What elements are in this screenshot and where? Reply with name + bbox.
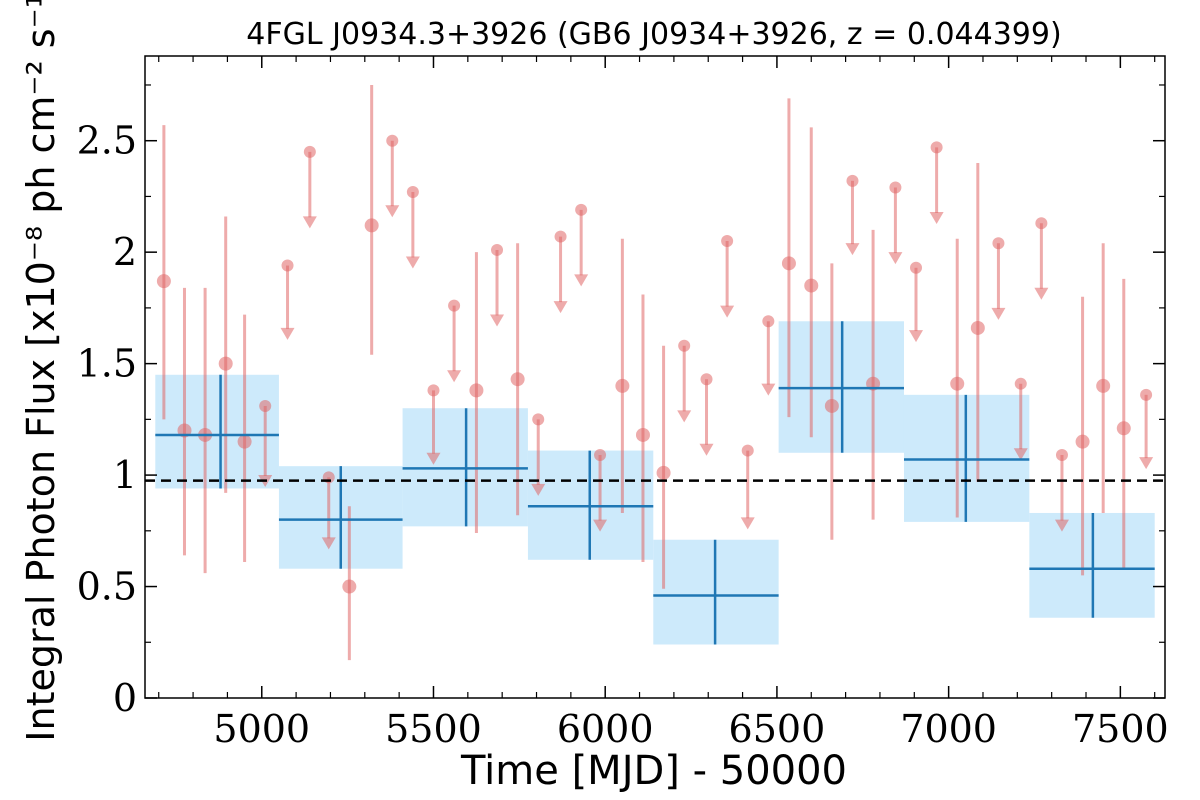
y-tick-label: 0.5 <box>77 565 137 609</box>
detection-point <box>510 372 525 387</box>
upper-limit-point <box>281 259 294 272</box>
upper-limit-point <box>427 384 440 397</box>
upper-limit-point <box>1035 217 1048 230</box>
y-tick-label: 0 <box>113 676 137 720</box>
upper-limit-point <box>1055 449 1068 462</box>
detection-point <box>970 320 985 335</box>
upper-limit-arrow <box>490 314 505 327</box>
upper-limit-arrow <box>302 216 317 229</box>
upper-limit-arrow <box>761 383 776 396</box>
upper-limit-point <box>700 373 713 386</box>
upper-limit-point <box>259 399 272 412</box>
x-tick-label: 6500 <box>729 707 826 751</box>
upper-limit-point <box>386 134 399 147</box>
upper-limit-point <box>721 235 734 248</box>
upper-limit-point <box>448 299 461 312</box>
x-axis-label: Time [MJD] - 50000 <box>460 748 847 794</box>
upper-limit-arrow <box>1013 448 1028 461</box>
plot-area <box>145 84 1165 661</box>
upper-limit-point <box>303 145 316 158</box>
upper-limit-arrow <box>991 307 1006 320</box>
detection-point <box>1096 378 1111 393</box>
x-tick-label: 7500 <box>1072 707 1169 751</box>
detection-point <box>1075 434 1090 449</box>
upper-limit-point <box>491 243 504 256</box>
upper-limit-point <box>1140 388 1153 401</box>
detection-point <box>804 278 819 293</box>
y-axis-label: Integral Photon Flux [x10⁻⁸ ph cm⁻² s⁻¹] <box>19 0 63 742</box>
detection-point <box>469 383 484 398</box>
detection-point <box>364 218 379 233</box>
upper-limit-arrow <box>1054 519 1069 532</box>
upper-limit-arrow <box>385 205 400 218</box>
upper-limit-arrow <box>740 517 755 530</box>
upper-limit-point <box>594 449 607 462</box>
upper-limit-arrow <box>280 327 295 340</box>
upper-limit-point <box>930 141 943 154</box>
detection-point <box>656 465 671 480</box>
upper-limit-arrow <box>845 243 860 256</box>
upper-limit-point <box>889 181 902 194</box>
detection-point <box>781 256 796 271</box>
detection-point <box>156 274 171 289</box>
y-tick-label: 1 <box>113 453 137 497</box>
upper-limit-point <box>762 315 775 328</box>
upper-limit-arrow <box>888 252 903 265</box>
upper-limit-arrow <box>447 370 462 383</box>
upper-limit-point <box>678 339 691 352</box>
detection-point <box>342 579 357 594</box>
upper-limit-arrow <box>321 537 336 550</box>
axes: 5000 5500 6000 6500 7000 7500 0 0.5 1 1.5 2 2.5 <box>77 55 1169 751</box>
upper-limit-point <box>1014 377 1027 390</box>
detection-point <box>615 378 630 393</box>
upper-limit-arrow <box>677 410 692 423</box>
y-tick-label: 2 <box>113 230 137 274</box>
upper-limit-point <box>741 444 754 457</box>
detection-point <box>218 356 233 371</box>
upper-limit-arrow <box>531 483 546 496</box>
upper-limit-point <box>910 261 923 274</box>
bin-band <box>155 374 279 489</box>
upper-limit-arrow <box>405 256 420 269</box>
upper-limit-arrow <box>929 211 944 224</box>
upper-limit-arrow <box>1034 287 1049 300</box>
upper-limit-arrow <box>593 519 608 532</box>
upper-limit-arrow <box>574 274 589 287</box>
upper-limit-arrow <box>553 301 568 314</box>
upper-limit-arrow <box>426 452 441 465</box>
upper-limit-point <box>575 203 588 216</box>
x-tick-label: 6000 <box>557 707 654 751</box>
detection-point <box>824 398 839 413</box>
upper-limit-arrow <box>909 330 924 343</box>
upper-limit-point <box>532 413 545 426</box>
upper-limit-arrow <box>720 305 735 318</box>
plot-frame <box>144 55 1166 699</box>
detection-point <box>635 427 650 442</box>
upper-limit-point <box>846 174 859 187</box>
upper-limit-point <box>406 185 419 198</box>
upper-limit-point <box>992 237 1005 250</box>
x-tick-label: 5500 <box>385 707 482 751</box>
detection-point <box>950 376 965 391</box>
y-tick-label: 2.5 <box>77 119 137 163</box>
upper-limit-arrow <box>699 443 714 456</box>
x-tick-label: 7000 <box>900 707 997 751</box>
detection-point <box>1116 421 1131 436</box>
upper-limit-arrow <box>1139 457 1154 470</box>
upper-limit-point <box>554 230 567 243</box>
x-tick-label: 5000 <box>213 707 310 751</box>
y-tick-label: 1.5 <box>77 342 137 386</box>
detection-point <box>237 434 252 449</box>
chart-title: 4FGL J0934.3+3926 (GB6 J0934+3926, z = 0… <box>246 17 1061 52</box>
